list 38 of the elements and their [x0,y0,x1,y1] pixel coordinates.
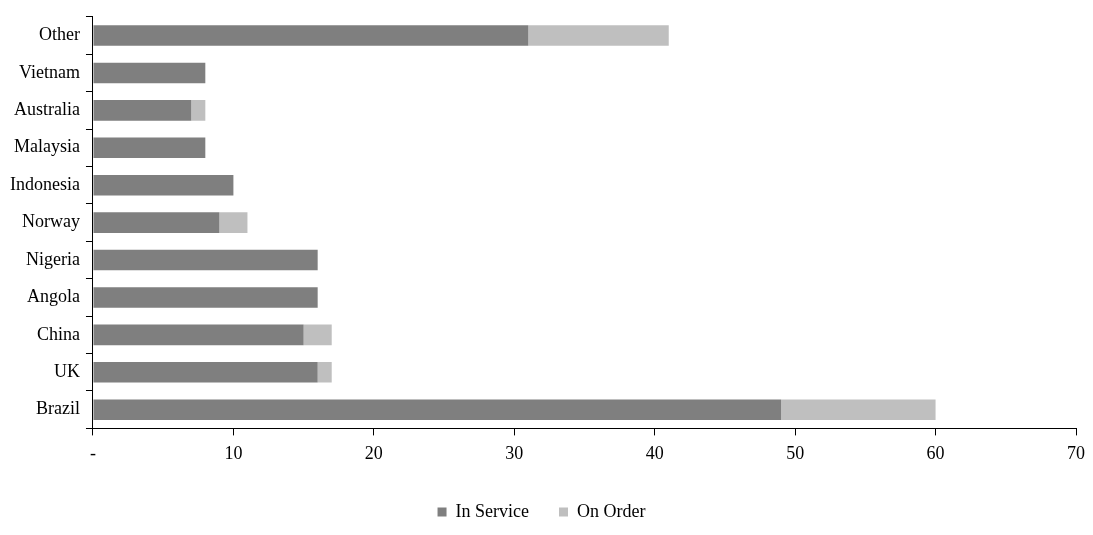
bar [191,100,206,121]
bar [93,62,206,84]
y-tick-label: Malaysia [13,136,80,157]
y-tick-label: Brazil [35,398,80,419]
x-tick-label: 20 [364,442,383,463]
x-tick-label: - [89,442,96,463]
bar [93,399,782,420]
y-tick-label: Other [38,24,80,45]
y-tick-label: Norway [21,211,80,232]
y-tick-label: Australia [13,99,80,120]
bar [219,212,248,233]
bar [93,324,304,346]
legend-label: On Order [577,500,646,521]
x-tick-label: 70 [1067,442,1085,463]
y-tick-label: Nigeria [25,248,80,269]
x-tick-label: 30 [505,442,524,463]
bar [93,137,206,159]
bar [93,361,318,383]
x-tick-label: 40 [645,442,664,463]
bar [93,249,318,271]
x-tick-label: 50 [786,442,805,463]
bar [781,399,936,420]
bar [528,25,669,46]
bar [93,287,318,308]
x-tick-label: 10 [224,442,243,463]
bar [317,361,332,383]
bar [93,25,529,46]
legend-label: In Service [455,500,530,521]
y-tick-label: China [36,323,80,344]
y-tick-label: Angola [26,286,80,307]
bar [93,174,234,196]
y-tick-label: Vietnam [19,61,80,82]
x-tick-label: 60 [926,442,945,463]
bar [93,212,220,233]
bar [303,324,332,346]
y-tick-label: UK [53,361,80,382]
y-tick-label: Indonesia [9,173,80,194]
bar [93,100,192,121]
